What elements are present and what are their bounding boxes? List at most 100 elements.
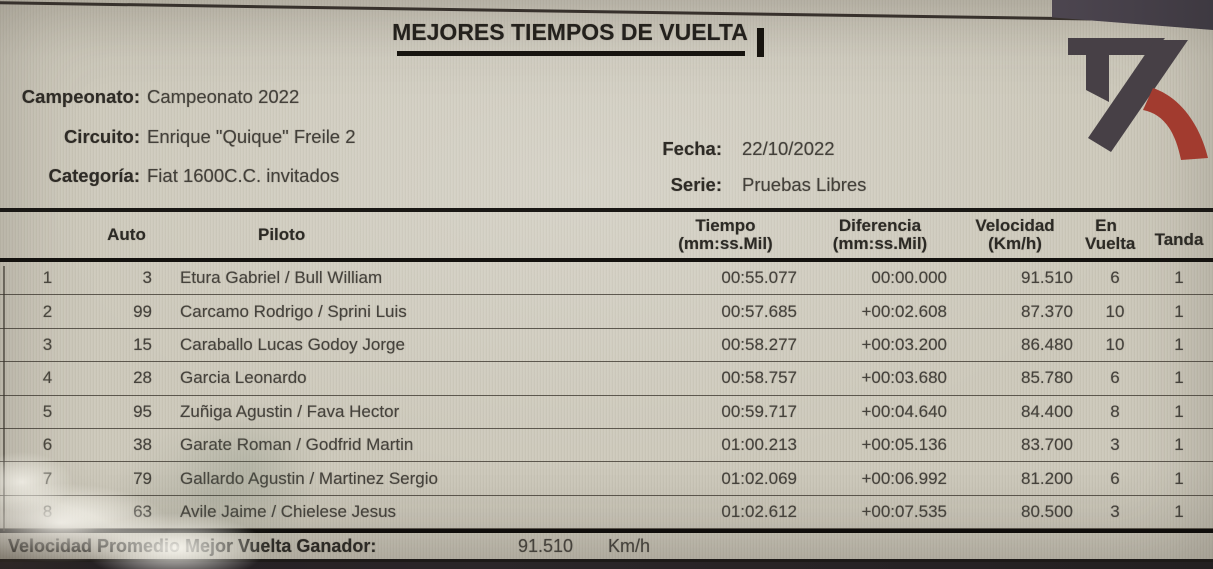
meta-campeonato: Campeonato: Campeonato 2022	[0, 86, 460, 110]
tanda-cell: 1	[1174, 435, 1184, 455]
tiempo-cell: 00:55.077	[721, 268, 797, 288]
tiempo-cell: 00:57.685	[721, 301, 797, 321]
piloto-cell: Zuñiga Agustin / Fava Hector	[180, 401, 400, 421]
piloto-cell: Gallardo Agustin / Martinez Sergio	[180, 468, 438, 488]
fecha-label: Fecha:	[662, 138, 722, 159]
diferencia-cell: +00:04.640	[861, 401, 947, 421]
table-row: 3 15 Caraballo Lucas Godoy Jorge 00:58.2…	[0, 329, 1213, 363]
diferencia-cell: +00:03.200	[861, 334, 947, 354]
auto-header: Auto	[107, 225, 146, 244]
pos-cell: 4	[42, 368, 53, 388]
auto-cell: 3	[142, 268, 152, 288]
meta-categoria: Categoría: Fiat 1600C.C. invitados	[0, 165, 460, 189]
tiempo-cell: 01:02.069	[721, 468, 797, 488]
tiempo-cell: 00:58.277	[721, 334, 797, 354]
tanda-cell: 1	[1174, 501, 1184, 521]
tiempo-header: Tiempo (mm:ss.Mil)	[678, 216, 773, 253]
table-row: 4 28 Garcia Leonardo 00:58.757 +00:03.68…	[0, 362, 1213, 396]
table-row: 6 38 Garate Roman / Godfrid Martin 01:00…	[0, 429, 1213, 463]
diferencia-header: Diferencia (mm:ss.Mil)	[832, 216, 928, 253]
en-vuelta-cell: 6	[1110, 468, 1120, 488]
velocidad-header: Velocidad (Km/h)	[975, 216, 1055, 253]
velocidad-cell: 87.370	[1021, 301, 1073, 321]
serie-value: Pruebas Libres	[742, 174, 867, 195]
en-vuelta-cell: 10	[1105, 301, 1125, 321]
en-vuelta-cell: 10	[1105, 334, 1125, 354]
serie-label: Serie:	[670, 174, 722, 195]
tanda-header: Tanda	[1154, 230, 1204, 249]
piloto-cell: Garcia Leonardo	[180, 368, 307, 388]
diferencia-cell: +00:06.992	[861, 468, 947, 488]
monitor-bezel-bottom	[0, 562, 1213, 569]
table-header-row: Auto Piloto Tiempo (mm:ss.Mil) Diferenci…	[0, 208, 1213, 262]
pos-cell: 6	[42, 435, 53, 455]
meta-serie: Serie: Pruebas Libres	[652, 174, 972, 198]
auto-cell: 95	[133, 401, 152, 421]
piloto-cell: Caraballo Lucas Godoy Jorge	[180, 334, 405, 354]
fecha-value: 22/10/2022	[742, 138, 835, 159]
tanda-cell: 1	[1174, 334, 1184, 354]
diferencia-cell: +00:03.680	[861, 368, 947, 388]
en-vuelta-cell: 6	[1110, 268, 1120, 288]
en-vuelta-header: En Vuelta	[1085, 216, 1136, 253]
pos-cell: 8	[42, 501, 53, 521]
table-row: 7 79 Gallardo Agustin / Martinez Sergio …	[0, 462, 1213, 496]
table-left-border	[3, 266, 5, 531]
en-vuelta-cell: 3	[1110, 435, 1120, 455]
velocidad-cell: 81.200	[1021, 468, 1073, 488]
tanda-cell: 1	[1174, 401, 1184, 421]
pos-cell: 1	[42, 268, 53, 288]
diferencia-cell: +00:05.136	[861, 435, 947, 455]
velocidad-cell: 83.700	[1021, 435, 1073, 455]
velocidad-cell: 85.780	[1021, 368, 1073, 388]
diferencia-cell: +00:07.535	[861, 501, 947, 521]
en-vuelta-cell: 3	[1110, 501, 1120, 521]
table-row: 1 3 Etura Gabriel / Bull William 00:55.0…	[0, 262, 1213, 296]
tiempo-cell: 00:59.717	[721, 401, 797, 421]
auto-cell: 99	[133, 301, 152, 321]
auto-cell: 63	[133, 501, 152, 521]
velocidad-cell: 84.400	[1021, 401, 1073, 421]
pos-cell: 2	[42, 301, 53, 321]
winner-average-speed-row: Velocidad Promedio Mejor Vuelta Ganador:…	[0, 529, 1213, 563]
circuito-value: Enrique "Quique" Freile 2	[147, 126, 356, 147]
velocidad-cell: 86.480	[1021, 334, 1073, 354]
winner-average-speed-unit: Km/h	[608, 535, 651, 556]
campeonato-label: Campeonato:	[21, 86, 140, 107]
winner-average-speed-label: Velocidad Promedio Mejor Vuelta Ganador:	[8, 535, 377, 556]
circuito-label: Circuito:	[63, 126, 140, 147]
diferencia-cell: 00:00.000	[871, 268, 947, 288]
table-row: 5 95 Zuñiga Agustin / Fava Hector 00:59.…	[0, 396, 1213, 429]
auto-cell: 38	[133, 435, 152, 455]
velocidad-cell: 91.510	[1021, 268, 1073, 288]
categoria-label: Categoría:	[48, 165, 141, 186]
campeonato-value: Campeonato 2022	[147, 86, 300, 107]
page-title: MEJORES TIEMPOS DE VUELTA	[392, 19, 748, 45]
pos-cell: 7	[42, 468, 53, 488]
results-table: Auto Piloto Tiempo (mm:ss.Mil) Diferenci…	[0, 208, 1213, 563]
pos-cell: 3	[42, 334, 53, 354]
auto-cell: 28	[133, 368, 152, 388]
title-underline	[397, 51, 745, 56]
tanda-cell: 1	[1174, 301, 1184, 321]
winner-average-speed-value: 91.510	[518, 535, 574, 556]
en-vuelta-cell: 8	[1110, 401, 1120, 421]
tiempo-cell: 00:58.757	[721, 368, 797, 388]
tanda-cell: 1	[1174, 368, 1184, 388]
tanda-cell: 1	[1174, 468, 1184, 488]
piloto-cell: Garate Roman / Godfrid Martin	[180, 435, 414, 455]
tiempo-cell: 01:00.213	[721, 435, 797, 455]
auto-cell: 15	[133, 334, 152, 354]
en-vuelta-cell: 6	[1110, 368, 1120, 388]
table-row: 8 63 Avile Jaime / Chielese Jesus 01:02.…	[0, 496, 1213, 530]
auto-cell: 79	[133, 468, 152, 488]
velocidad-cell: 80.500	[1021, 501, 1073, 521]
meta-circuito: Circuito: Enrique "Quique" Freile 2	[0, 126, 460, 150]
piloto-cell: Avile Jaime / Chielese Jesus	[180, 501, 397, 521]
diferencia-cell: +00:02.608	[861, 301, 947, 321]
tanda-cell: 1	[1174, 268, 1184, 288]
tiempo-cell: 01:02.612	[721, 501, 797, 521]
table-row: 2 99 Carcamo Rodrigo / Sprini Luis 00:57…	[0, 295, 1213, 329]
meta-fecha: Fecha: 22/10/2022	[652, 138, 972, 162]
